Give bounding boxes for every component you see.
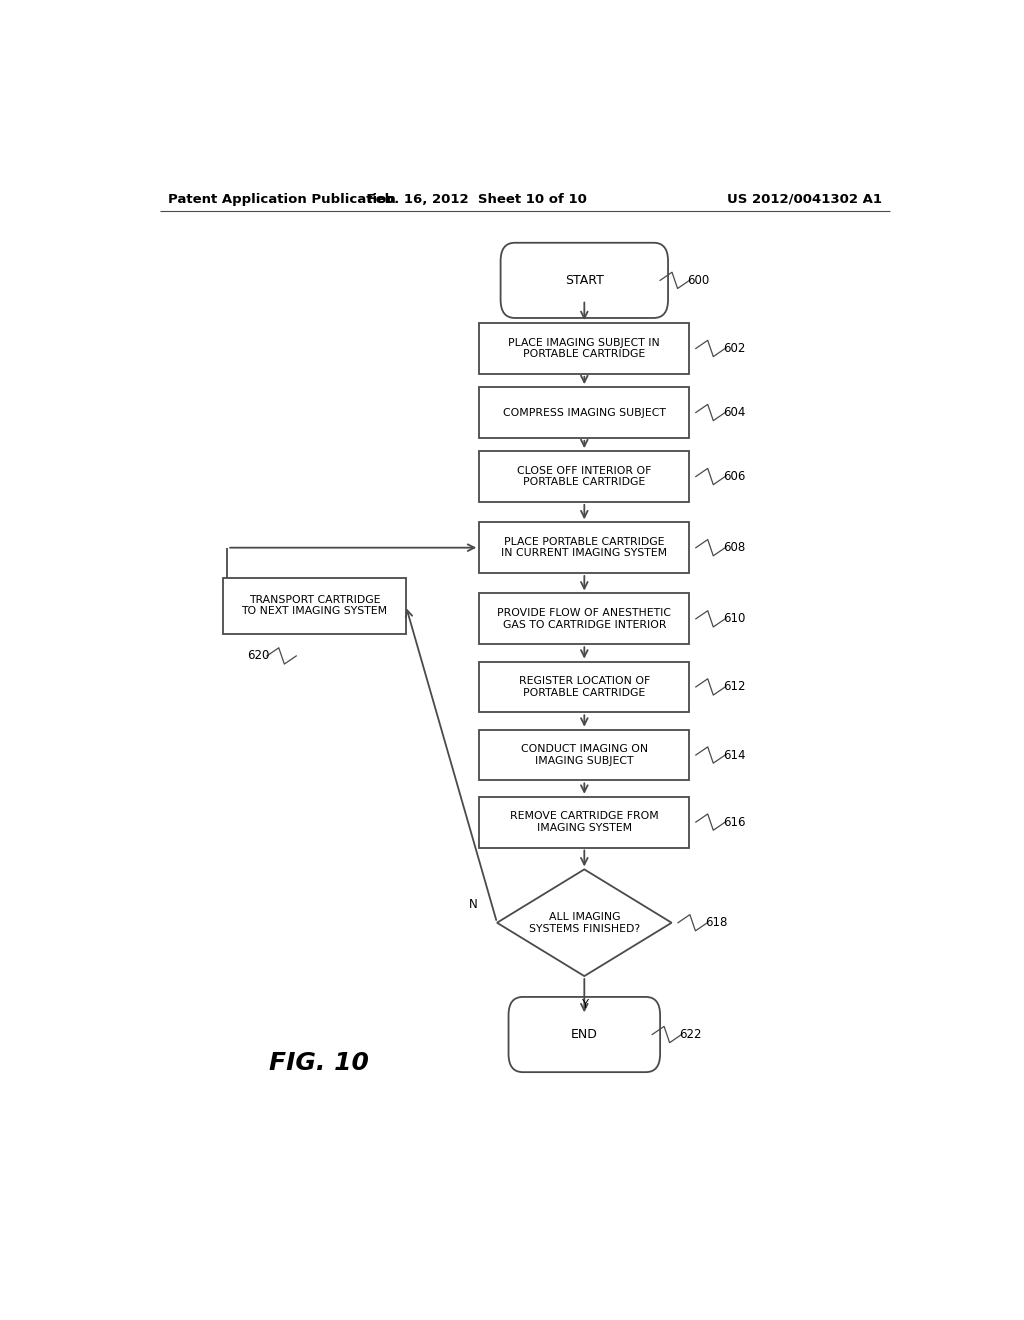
Text: 614: 614 [723, 748, 745, 762]
Text: 610: 610 [723, 612, 745, 626]
Bar [479, 594, 689, 644]
Text: 622: 622 [679, 1028, 701, 1041]
Text: CLOSE OFF INTERIOR OF
PORTABLE CARTRIDGE: CLOSE OFF INTERIOR OF PORTABLE CARTRIDGE [517, 466, 651, 487]
Text: PLACE IMAGING SUBJECT IN
PORTABLE CARTRIDGE: PLACE IMAGING SUBJECT IN PORTABLE CARTRI… [509, 338, 660, 359]
Bar [223, 578, 406, 634]
Text: PROVIDE FLOW OF ANESTHETIC
GAS TO CARTRIDGE INTERIOR: PROVIDE FLOW OF ANESTHETIC GAS TO CARTRI… [498, 609, 672, 630]
Text: REGISTER LOCATION OF
PORTABLE CARTRIDGE: REGISTER LOCATION OF PORTABLE CARTRIDGE [519, 676, 650, 698]
Text: 604: 604 [723, 407, 745, 418]
Text: Feb. 16, 2012  Sheet 10 of 10: Feb. 16, 2012 Sheet 10 of 10 [368, 193, 587, 206]
Text: ALL IMAGING
SYSTEMS FINISHED?: ALL IMAGING SYSTEMS FINISHED? [528, 912, 640, 933]
Text: Patent Application Publication: Patent Application Publication [168, 193, 395, 206]
FancyBboxPatch shape [501, 243, 668, 318]
Text: US 2012/0041302 A1: US 2012/0041302 A1 [727, 193, 882, 206]
Text: START: START [565, 273, 604, 286]
Bar [479, 797, 689, 847]
Text: CONDUCT IMAGING ON
IMAGING SUBJECT: CONDUCT IMAGING ON IMAGING SUBJECT [521, 744, 648, 766]
Bar [479, 387, 689, 438]
Bar [479, 523, 689, 573]
Bar [479, 451, 689, 502]
Text: N: N [469, 898, 477, 911]
Text: 606: 606 [723, 470, 745, 483]
Text: COMPRESS IMAGING SUBJECT: COMPRESS IMAGING SUBJECT [503, 408, 666, 417]
Text: 612: 612 [723, 680, 745, 693]
Text: FIG. 10: FIG. 10 [268, 1051, 369, 1074]
Text: TRANSPORT CARTRIDGE
TO NEXT IMAGING SYSTEM: TRANSPORT CARTRIDGE TO NEXT IMAGING SYST… [242, 595, 387, 616]
Text: 618: 618 [705, 916, 727, 929]
Text: END: END [571, 1028, 598, 1041]
FancyBboxPatch shape [509, 997, 660, 1072]
Text: 608: 608 [723, 541, 745, 554]
Text: 620: 620 [247, 649, 269, 663]
Text: 616: 616 [723, 816, 745, 829]
Bar [479, 323, 689, 374]
Text: REMOVE CARTRIDGE FROM
IMAGING SYSTEM: REMOVE CARTRIDGE FROM IMAGING SYSTEM [510, 812, 658, 833]
Bar [479, 730, 689, 780]
Text: Y: Y [581, 998, 588, 1011]
Bar [479, 661, 689, 713]
Text: PLACE PORTABLE CARTRIDGE
IN CURRENT IMAGING SYSTEM: PLACE PORTABLE CARTRIDGE IN CURRENT IMAG… [502, 537, 668, 558]
Text: 602: 602 [723, 342, 745, 355]
Text: 600: 600 [687, 273, 710, 286]
Polygon shape [497, 870, 672, 975]
